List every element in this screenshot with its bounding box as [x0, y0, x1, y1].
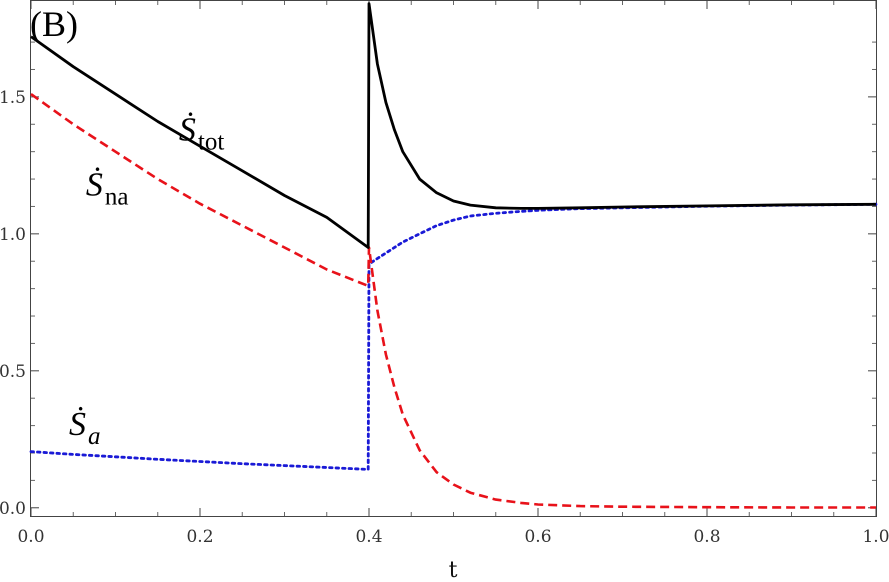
y-tick-label: 0.5 — [0, 362, 26, 382]
curve-label-main: Ṡ — [86, 166, 103, 203]
curve-label-tot: Ṡtot — [179, 112, 224, 156]
x-tick-label: 0.8 — [693, 527, 720, 547]
x-axis-label: t — [449, 558, 458, 582]
x-tick-label: 0.4 — [355, 527, 382, 547]
x-tick-label: 0.2 — [186, 527, 213, 547]
axis-ticks — [30, 1, 877, 516]
x-tick-label: 0.0 — [17, 527, 44, 547]
curve-label-sub: a — [88, 423, 101, 450]
panel-label: (B) — [30, 4, 78, 44]
x-tick-label: 0.6 — [524, 527, 551, 547]
curve-label-sub: tot — [198, 129, 224, 156]
series-line-a — [29, 202, 878, 471]
curve-label-main: Ṡ — [69, 406, 86, 443]
y-tick-label: 0.0 — [0, 499, 26, 519]
x-tick-label: 1.0 — [862, 527, 889, 547]
series-line-na — [30, 93, 876, 509]
series-curves — [29, 2, 878, 509]
tick-labels: 0.0 0.2 0.4 0.6 0.8 1.0 0.0 0.5 1.0 1.5 — [0, 88, 889, 547]
y-tick-label: 1.5 — [0, 88, 26, 108]
curve-label-na: Ṡna — [86, 166, 129, 210]
curve-label-sub: na — [105, 183, 129, 210]
curve-label-a: Ṡa — [69, 406, 101, 450]
y-tick-label: 1.0 — [0, 225, 26, 245]
plot-frame — [30, 0, 877, 517]
curve-label-main: Ṡ — [179, 112, 196, 149]
series-line-tot — [30, 2, 877, 249]
